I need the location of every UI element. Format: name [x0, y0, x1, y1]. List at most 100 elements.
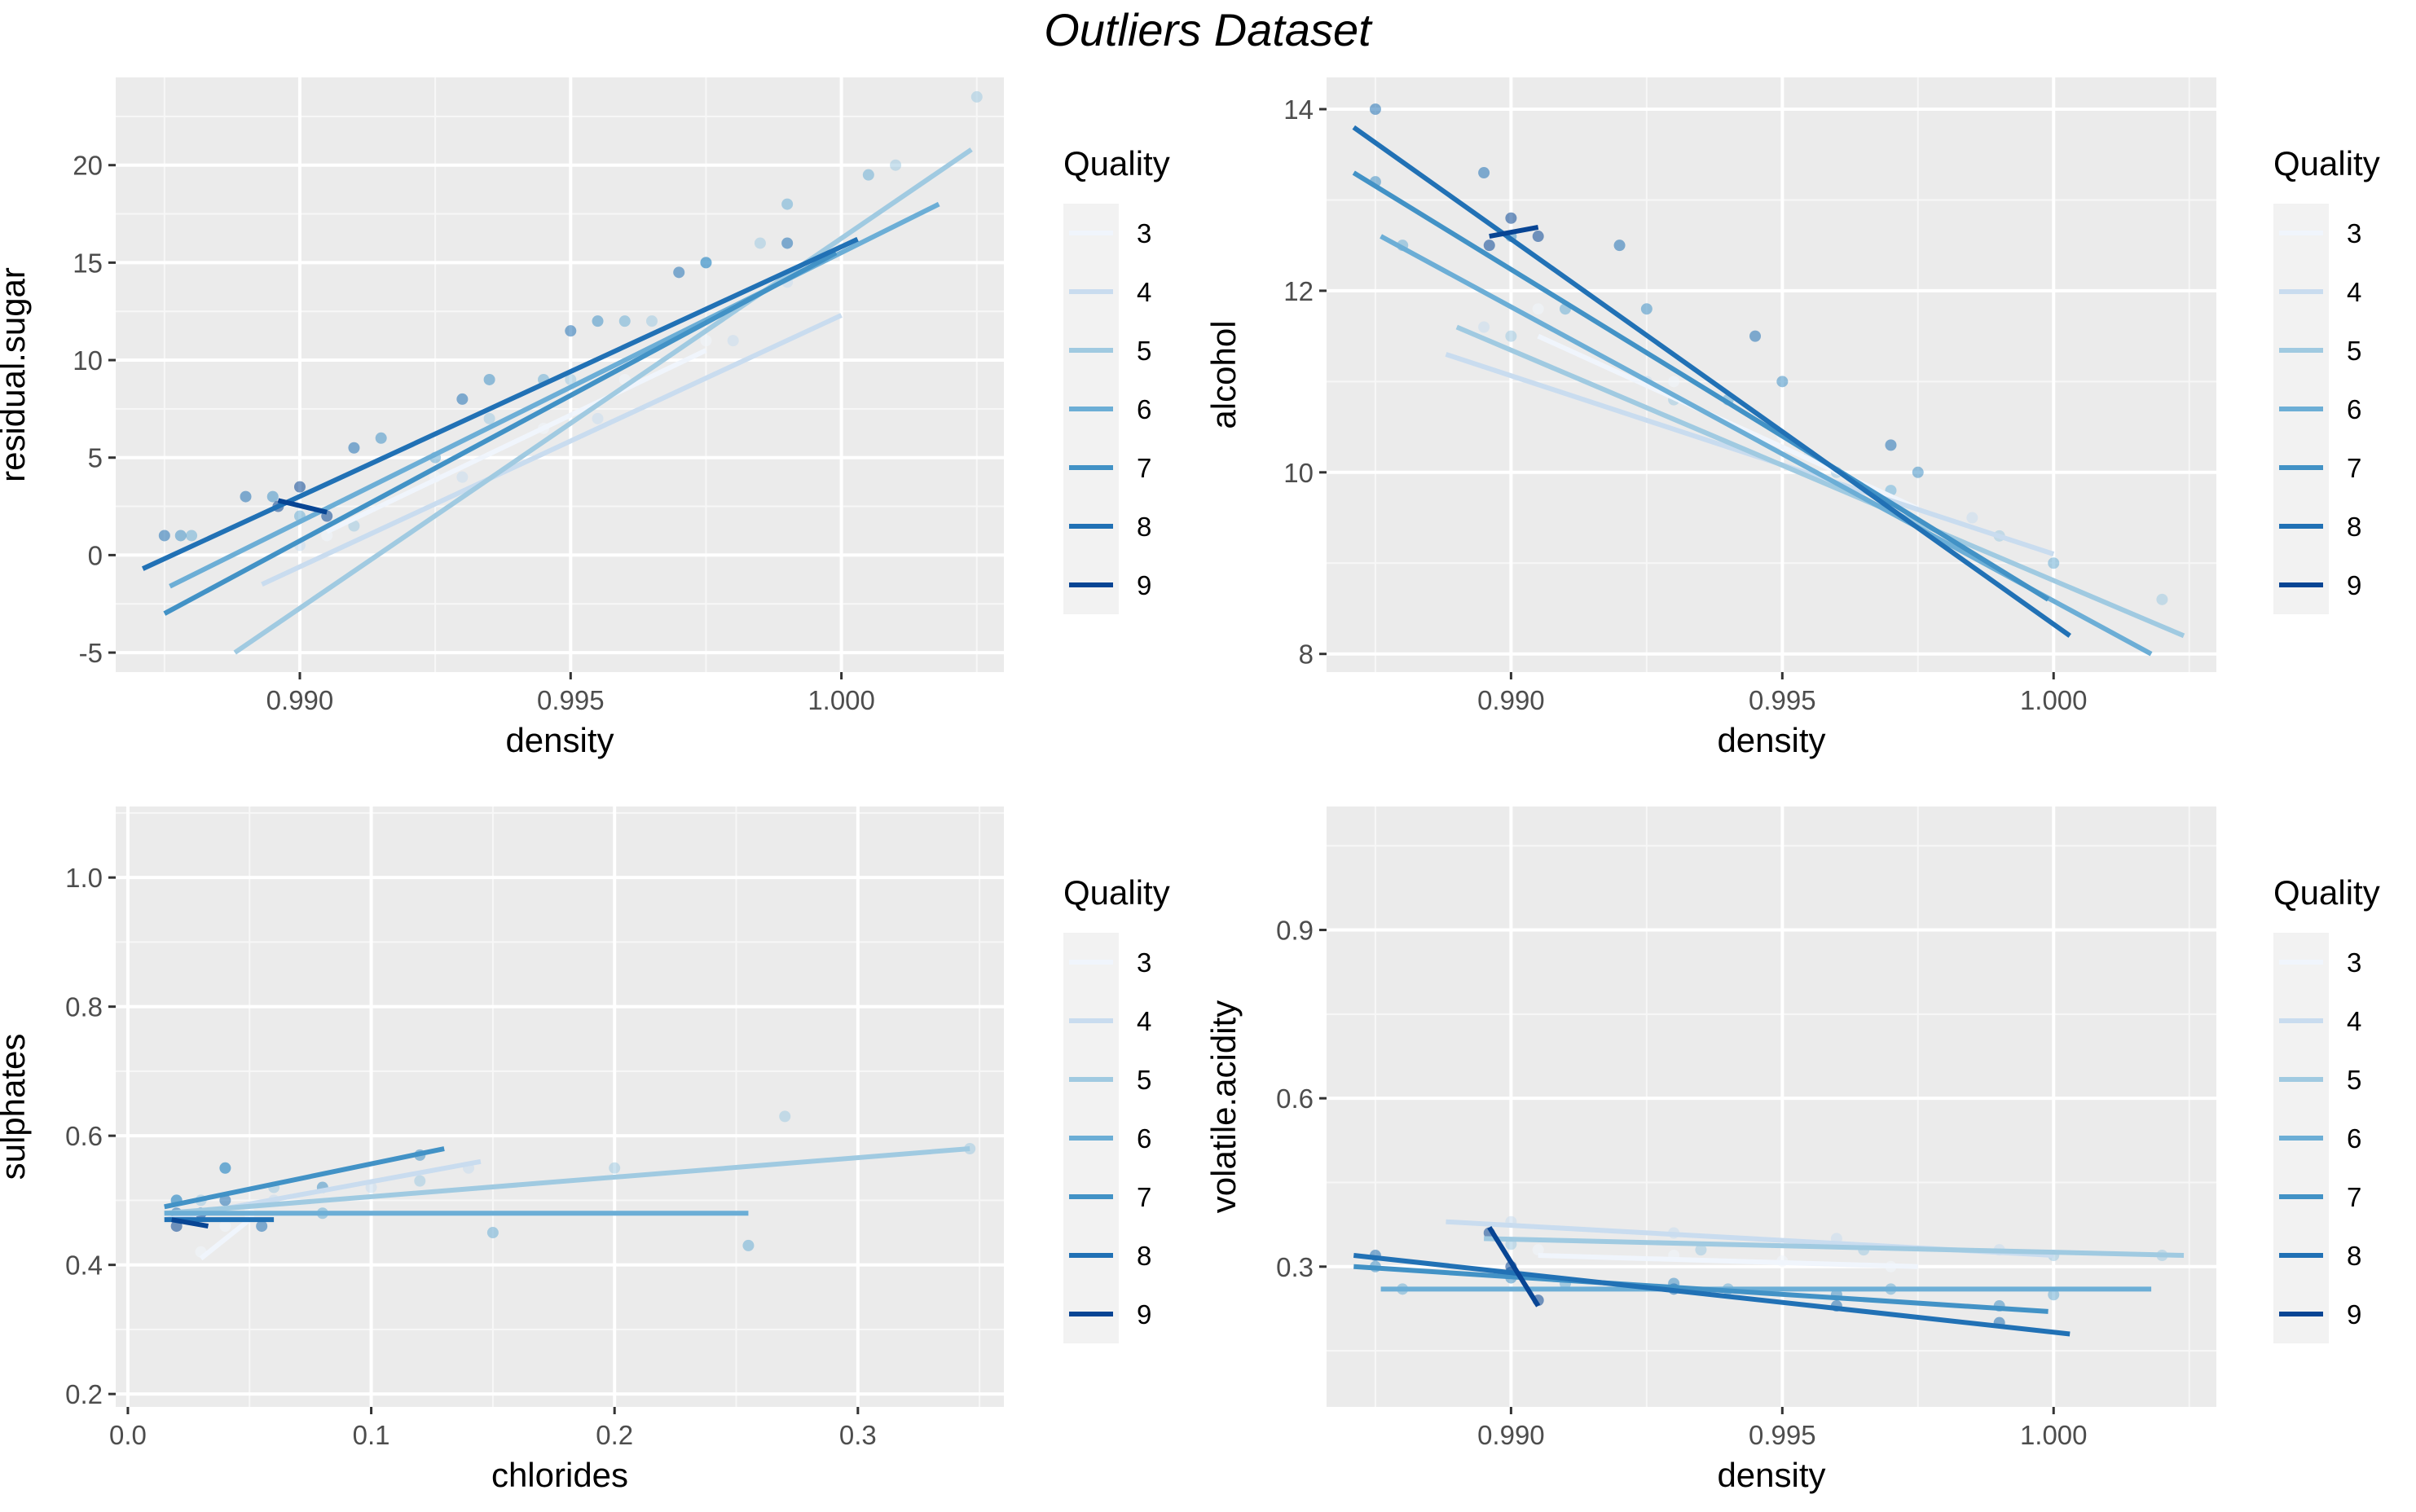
- data-point-q8: [673, 266, 685, 279]
- data-point-q5: [1505, 330, 1517, 342]
- y-tick-label: 5: [88, 443, 103, 473]
- legend-title: Quality: [1063, 873, 1170, 912]
- fit-line-q3: [325, 348, 707, 534]
- y-tick-label: 0: [88, 540, 103, 570]
- fit-line-q5: [233, 147, 973, 655]
- fit-line-q9: [277, 498, 328, 515]
- data-point-q4: [1966, 512, 1978, 524]
- plot-background: [1327, 807, 2216, 1407]
- data-point-q7: [1912, 466, 1924, 478]
- fit-line-q9: [1489, 224, 1539, 239]
- y-tick-label: 0.9: [1276, 916, 1314, 946]
- legend-label: 9: [2347, 570, 2361, 600]
- fit-line-q7: [164, 1146, 445, 1210]
- x-axis-title: density: [1717, 1456, 1825, 1494]
- data-point-q8: [781, 237, 794, 249]
- x-tick-label: 1.000: [808, 685, 875, 715]
- chart-panel-3: 0.0 0.1 0.2 0.3 0.2 0.4 0.6 0.8 1.0 chlorides sulp…: [0, 807, 1170, 1494]
- y-axis-title: volatile.acidity: [1204, 1000, 1243, 1213]
- data-point-q5: [2156, 593, 2168, 605]
- legend-label: 6: [2347, 1123, 2361, 1154]
- x-tick-label: 0.995: [1749, 685, 1816, 715]
- x-tick-label: 0.0: [109, 1420, 147, 1450]
- legend-label: 8: [2347, 1241, 2361, 1271]
- fit-line-q5: [1484, 1236, 2185, 1259]
- x-tick-label: 0.990: [1477, 685, 1545, 715]
- fit-line-q8: [1352, 125, 2071, 638]
- data-point-q3: [700, 335, 712, 347]
- data-point-q6: [742, 1239, 755, 1251]
- data-point-q9: [1483, 240, 1495, 252]
- y-tick-label: 0.6: [65, 1121, 103, 1151]
- legend: Quality 3 4 5 6 7 8 9: [1063, 144, 1170, 614]
- legend-label: 3: [1137, 218, 1151, 248]
- data-point-q8: [1369, 103, 1381, 116]
- x-tick-label: 0.990: [266, 685, 334, 715]
- y-tick-label: 10: [1283, 458, 1314, 488]
- data-point-q6: [618, 315, 631, 327]
- x-tick-label: 0.2: [596, 1420, 633, 1450]
- data-point-q6: [781, 198, 794, 210]
- legend: Quality 3 4 5 6 7 8 9: [1063, 873, 1170, 1343]
- fit-line-q9: [171, 1217, 209, 1229]
- data-point-q5: [348, 520, 360, 532]
- x-axis-title: density: [1717, 721, 1825, 759]
- legend-label: 6: [2347, 394, 2361, 424]
- data-point-q6: [186, 530, 198, 542]
- legend-label: 3: [2347, 947, 2361, 978]
- y-tick-label: 0.8: [65, 992, 103, 1022]
- data-point-q7: [266, 490, 279, 503]
- y-axis-title: sulphates: [0, 1034, 32, 1180]
- fit-line-q5: [164, 1146, 970, 1216]
- x-tick-label: 1.000: [2020, 685, 2088, 715]
- x-tick-label: 0.1: [353, 1420, 390, 1450]
- fit-line-q9: [1487, 1226, 1541, 1308]
- data-point-q6: [486, 1227, 499, 1239]
- data-point-q4: [592, 412, 604, 424]
- legend-label: 7: [2347, 1182, 2361, 1212]
- fit-line-q3: [1538, 1253, 1918, 1269]
- y-axis-title: alcohol: [1204, 320, 1243, 429]
- data-point-q8: [158, 530, 170, 542]
- legend-title: Quality: [1063, 144, 1170, 182]
- data-point-q6: [2048, 1289, 2060, 1301]
- y-axis-title: residual.sugar: [0, 267, 32, 482]
- data-point-q6: [2048, 557, 2060, 569]
- legend-label: 4: [1137, 1006, 1151, 1036]
- data-point-q8: [256, 1220, 268, 1233]
- data-point-q5: [414, 1175, 426, 1187]
- legend-label: 4: [1137, 277, 1151, 307]
- y-tick-label: -5: [79, 638, 103, 668]
- x-tick-label: 0.995: [1749, 1420, 1816, 1450]
- fit-line-q4: [261, 313, 843, 587]
- data-point-q7: [592, 315, 604, 327]
- plot-background: [116, 807, 1004, 1407]
- y-tick-label: 8: [1299, 640, 1314, 670]
- legend-label: 5: [2347, 336, 2361, 366]
- legend: Quality 3 4 5 6 7 8 9: [2273, 144, 2380, 614]
- legend-label: 7: [1137, 453, 1151, 483]
- data-point-q4: [456, 471, 469, 483]
- data-point-q7: [174, 530, 187, 542]
- data-point-q6: [862, 169, 874, 181]
- y-tick-label: 0.3: [1276, 1252, 1314, 1282]
- y-tick-label: 14: [1283, 94, 1314, 125]
- fit-line-q7: [1353, 1264, 2049, 1314]
- legend-title: Quality: [2273, 144, 2380, 182]
- data-point-q9: [1505, 212, 1517, 224]
- data-point-q4: [1478, 321, 1490, 333]
- legend-label: 5: [1137, 1065, 1151, 1095]
- data-point-q9: [1532, 231, 1544, 243]
- data-point-q8: [565, 325, 577, 337]
- fit-line-q3: [199, 1217, 252, 1261]
- plot-background: [1327, 77, 2216, 672]
- y-tick-label: 1.0: [65, 863, 103, 893]
- chart-panel-2: 0.990 0.995 1.000 8 10 12 14 density alcohol Qual…: [1204, 77, 2380, 759]
- legend-label: 3: [1137, 947, 1151, 978]
- fit-line-q7: [1352, 170, 2050, 602]
- legend-label: 6: [1137, 1123, 1151, 1154]
- data-point-q8: [240, 490, 252, 503]
- fit-line-q4: [1445, 352, 2055, 556]
- y-tick-label: 15: [73, 248, 103, 278]
